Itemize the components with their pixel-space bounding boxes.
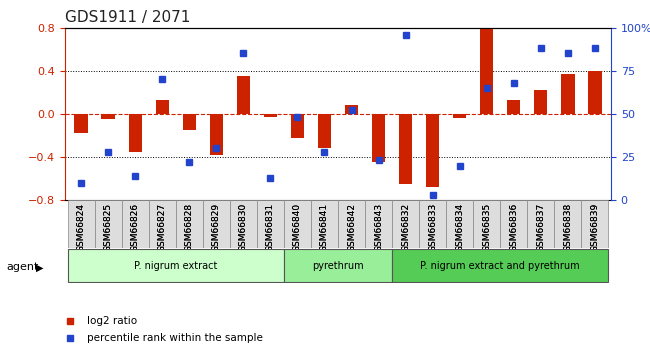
Text: GSM66829: GSM66829 [212,203,221,252]
Text: GSM66839: GSM66839 [590,203,599,252]
Text: ▶: ▶ [36,263,44,272]
Text: P. nigrum extract: P. nigrum extract [134,261,218,270]
FancyBboxPatch shape [95,200,122,248]
Text: GSM66831: GSM66831 [266,203,275,252]
Text: GSM66842: GSM66842 [347,203,356,252]
Text: GSM66830: GSM66830 [239,203,248,252]
Bar [344,105,358,114]
FancyBboxPatch shape [446,200,473,248]
Bar [453,114,467,118]
Text: GSM66825: GSM66825 [104,203,112,252]
Bar [507,100,521,114]
Text: GSM66840: GSM66840 [293,203,302,252]
Text: GSM66838: GSM66838 [564,203,572,252]
Text: P. nigrum extract and pyrethrum: P. nigrum extract and pyrethrum [421,261,580,270]
Text: GSM66826: GSM66826 [131,203,140,252]
Text: GSM66843: GSM66843 [374,203,383,252]
Bar [129,114,142,151]
Bar [426,114,439,187]
FancyBboxPatch shape [284,249,392,282]
Text: GSM66833: GSM66833 [428,203,437,252]
Text: GSM66837: GSM66837 [536,203,545,252]
Text: GSM66827: GSM66827 [158,203,167,252]
FancyBboxPatch shape [554,200,581,248]
Text: GSM66833: GSM66833 [428,203,437,252]
Text: GSM66839: GSM66839 [590,203,599,252]
FancyBboxPatch shape [230,200,257,248]
FancyBboxPatch shape [257,200,284,248]
Text: GSM66841: GSM66841 [320,203,329,252]
FancyBboxPatch shape [581,200,608,248]
Bar [101,114,115,119]
Text: GSM66826: GSM66826 [131,203,140,252]
FancyBboxPatch shape [365,200,392,248]
FancyBboxPatch shape [203,200,230,248]
Text: log2 ratio: log2 ratio [87,316,137,326]
FancyBboxPatch shape [527,200,554,248]
Text: GSM66837: GSM66837 [536,203,545,252]
Text: GSM66840: GSM66840 [293,203,302,252]
FancyBboxPatch shape [122,200,149,248]
FancyBboxPatch shape [338,200,365,248]
Bar [534,90,547,114]
Text: GSM66834: GSM66834 [455,203,464,252]
FancyBboxPatch shape [392,249,608,282]
FancyBboxPatch shape [392,200,419,248]
Text: GSM66836: GSM66836 [509,203,518,252]
Text: GSM66828: GSM66828 [185,203,194,252]
FancyBboxPatch shape [284,200,311,248]
Bar [291,114,304,138]
Bar [183,114,196,130]
Bar [480,28,493,114]
Text: GSM66824: GSM66824 [77,203,86,252]
Text: GSM66828: GSM66828 [185,203,194,252]
Bar [372,114,385,162]
Text: GSM66830: GSM66830 [239,203,248,252]
Bar [264,114,277,117]
Text: GSM66832: GSM66832 [401,203,410,252]
Text: GSM66832: GSM66832 [401,203,410,252]
Text: GSM66829: GSM66829 [212,203,221,252]
Text: GSM66827: GSM66827 [158,203,167,252]
Bar [75,114,88,133]
Bar [561,74,575,114]
Text: GSM66825: GSM66825 [104,203,112,252]
Bar [318,114,332,148]
Bar [588,71,601,114]
FancyBboxPatch shape [311,200,338,248]
FancyBboxPatch shape [500,200,527,248]
FancyBboxPatch shape [176,200,203,248]
Text: GSM66836: GSM66836 [509,203,518,252]
FancyBboxPatch shape [473,200,500,248]
Text: GSM66835: GSM66835 [482,203,491,252]
Text: GSM66831: GSM66831 [266,203,275,252]
FancyBboxPatch shape [149,200,176,248]
Text: GSM66835: GSM66835 [482,203,491,252]
Text: GSM66843: GSM66843 [374,203,383,252]
FancyBboxPatch shape [68,200,95,248]
Text: agent: agent [6,263,39,272]
Text: GSM66841: GSM66841 [320,203,329,252]
Text: pyrethrum: pyrethrum [312,261,364,270]
Text: GSM66838: GSM66838 [564,203,572,252]
FancyBboxPatch shape [419,200,446,248]
FancyBboxPatch shape [68,249,284,282]
Bar [399,114,412,184]
Text: GSM66834: GSM66834 [455,203,464,252]
Bar [237,76,250,114]
Text: GSM66824: GSM66824 [77,203,86,252]
Bar [155,100,169,114]
Text: percentile rank within the sample: percentile rank within the sample [87,333,263,343]
Bar [209,114,223,155]
Text: GDS1911 / 2071: GDS1911 / 2071 [65,10,190,25]
Text: GSM66842: GSM66842 [347,203,356,252]
